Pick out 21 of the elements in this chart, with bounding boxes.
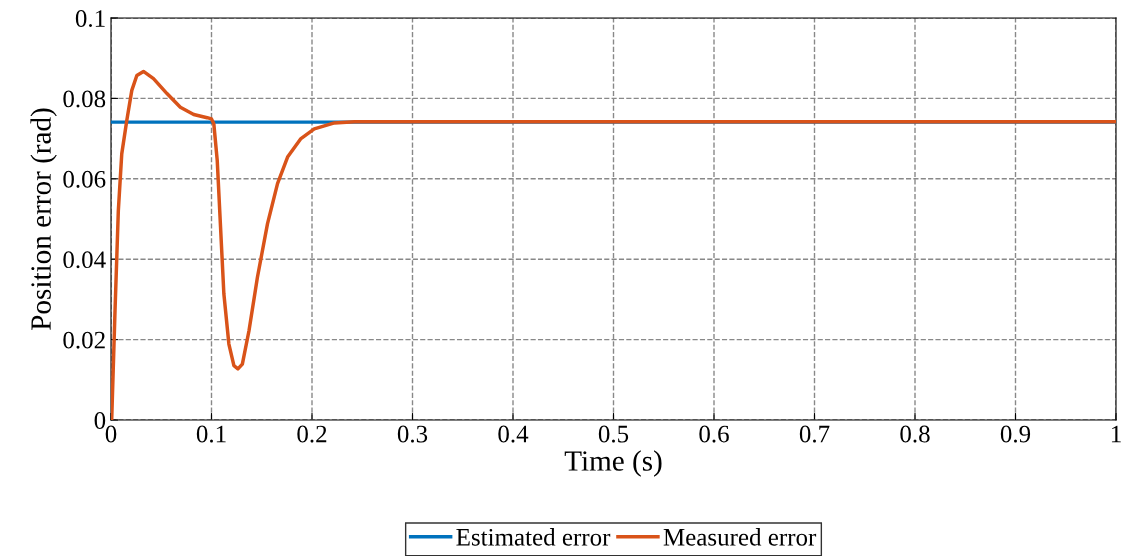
x-tick-label: 0.8 — [900, 425, 930, 443]
x-tick-label: 0.5 — [598, 425, 629, 443]
legend-label: Estimated error — [456, 528, 611, 546]
y-tick-label: 0.1 — [75, 10, 105, 28]
y-tick-label: 0.06 — [63, 170, 106, 188]
y-tick-label: 0.02 — [63, 331, 105, 349]
legend-label: Measured error — [663, 528, 817, 546]
x-tick-label: 0.1 — [196, 425, 226, 443]
y-tick-label: 0.04 — [63, 251, 106, 269]
x-tick-label: 1 — [1111, 425, 1121, 443]
x-tick-label: 0.2 — [297, 425, 327, 443]
y-axis-title: Position error (rad) — [30, 108, 57, 330]
y-tick-label: 0.08 — [63, 90, 106, 108]
x-tick-label: 0.3 — [397, 425, 428, 443]
x-tick-label: 0.9 — [1000, 425, 1031, 443]
x-tick-label: 0.6 — [699, 425, 729, 443]
x-tick-label: 0.4 — [498, 425, 529, 443]
x-tick-label: 0 — [105, 425, 117, 443]
x-tick-label: 0.7 — [799, 425, 830, 443]
x-axis-title: Time (s) — [564, 450, 662, 477]
y-tick-label: 0 — [94, 412, 106, 429]
